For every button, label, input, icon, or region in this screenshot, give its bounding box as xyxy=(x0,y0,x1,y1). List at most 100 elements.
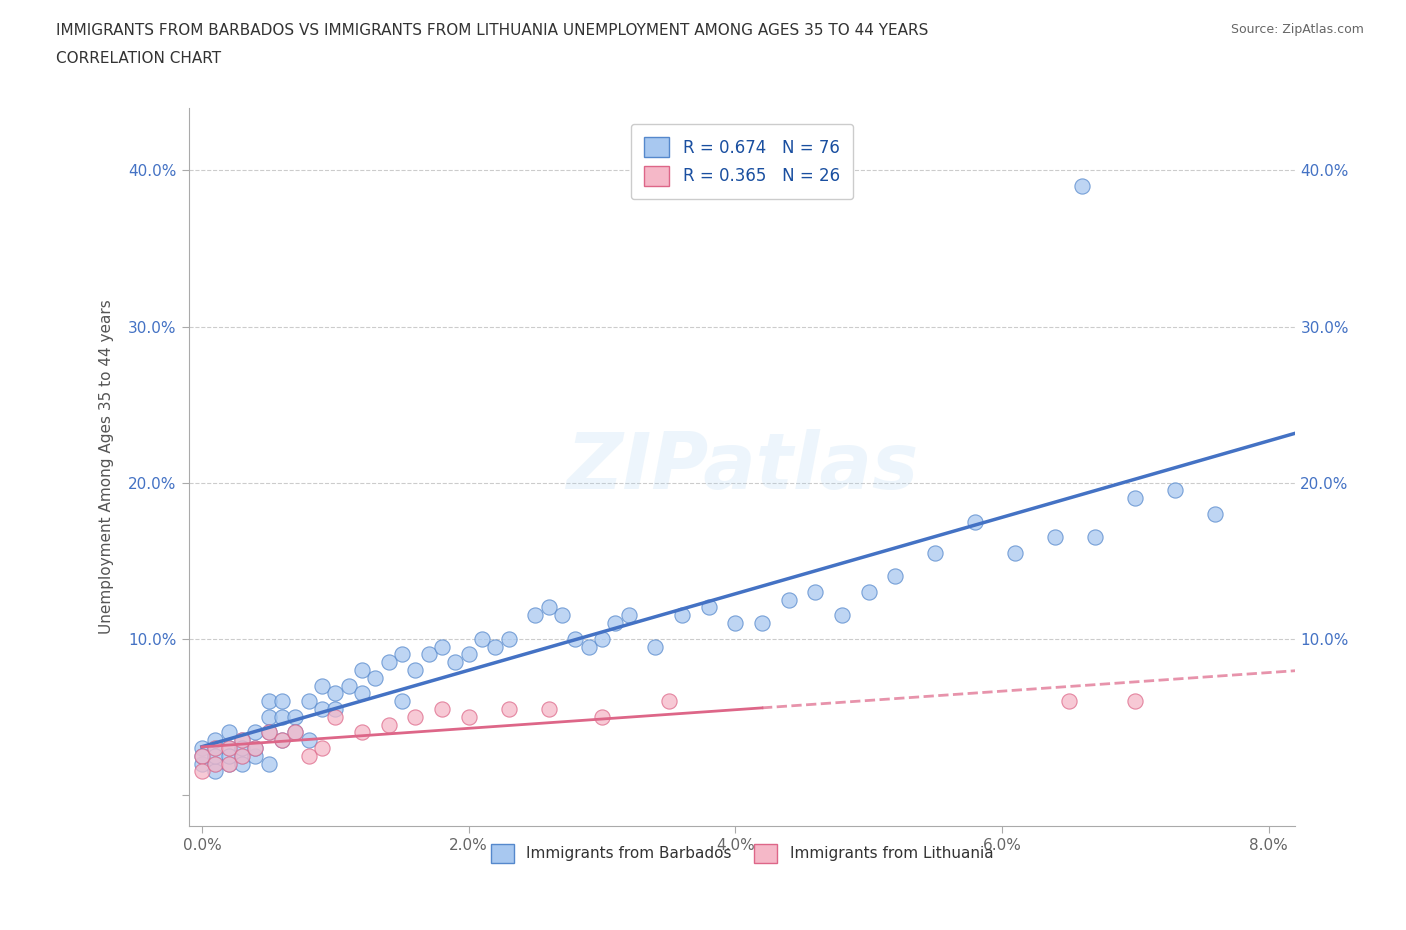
Point xyxy=(257,756,280,771)
Point xyxy=(245,749,267,764)
Point xyxy=(377,717,399,732)
Point xyxy=(297,694,319,709)
Point xyxy=(1125,491,1147,506)
Point xyxy=(204,740,226,755)
Point xyxy=(564,631,586,646)
Point xyxy=(191,764,214,778)
Point xyxy=(218,756,240,771)
Point xyxy=(831,608,853,623)
Point xyxy=(418,647,440,662)
Point xyxy=(1084,530,1107,545)
Point xyxy=(204,756,226,771)
Point xyxy=(1057,694,1080,709)
Point xyxy=(231,733,253,748)
Point xyxy=(1071,179,1094,193)
Point xyxy=(191,749,214,764)
Point xyxy=(391,694,413,709)
Point xyxy=(364,671,387,685)
Point xyxy=(471,631,494,646)
Point xyxy=(297,733,319,748)
Point xyxy=(671,608,693,623)
Point xyxy=(297,749,319,764)
Text: IMMIGRANTS FROM BARBADOS VS IMMIGRANTS FROM LITHUANIA UNEMPLOYMENT AMONG AGES 35: IMMIGRANTS FROM BARBADOS VS IMMIGRANTS F… xyxy=(56,23,928,38)
Point xyxy=(1125,694,1147,709)
Point xyxy=(591,631,613,646)
Point xyxy=(204,733,226,748)
Point xyxy=(350,724,373,739)
Point xyxy=(804,584,827,599)
Point xyxy=(311,740,333,755)
Point xyxy=(218,749,240,764)
Point xyxy=(457,710,479,724)
Point xyxy=(965,514,987,529)
Point xyxy=(257,710,280,724)
Text: Source: ZipAtlas.com: Source: ZipAtlas.com xyxy=(1230,23,1364,36)
Point xyxy=(231,749,253,764)
Point xyxy=(377,655,399,670)
Point xyxy=(257,724,280,739)
Point xyxy=(311,678,333,693)
Point xyxy=(591,710,613,724)
Point xyxy=(578,639,600,654)
Point xyxy=(284,710,307,724)
Point xyxy=(284,724,307,739)
Point xyxy=(311,701,333,716)
Point xyxy=(751,616,773,631)
Point xyxy=(323,710,346,724)
Point xyxy=(218,740,240,755)
Point xyxy=(218,756,240,771)
Point xyxy=(271,733,294,748)
Point xyxy=(551,608,574,623)
Point xyxy=(271,710,294,724)
Point xyxy=(404,662,426,677)
Point xyxy=(257,694,280,709)
Point xyxy=(697,600,720,615)
Point xyxy=(524,608,547,623)
Point xyxy=(245,740,267,755)
Text: ZIPatlas: ZIPatlas xyxy=(565,429,918,505)
Point xyxy=(778,592,800,607)
Point xyxy=(537,600,560,615)
Point xyxy=(245,724,267,739)
Point xyxy=(204,740,226,755)
Point xyxy=(884,569,907,584)
Point xyxy=(430,701,453,716)
Point xyxy=(218,724,240,739)
Point xyxy=(1004,545,1026,560)
Point xyxy=(498,701,520,716)
Point xyxy=(644,639,666,654)
Point xyxy=(924,545,946,560)
Point xyxy=(457,647,479,662)
Point xyxy=(257,724,280,739)
Text: CORRELATION CHART: CORRELATION CHART xyxy=(56,51,221,66)
Point xyxy=(271,694,294,709)
Point xyxy=(323,701,346,716)
Point xyxy=(231,756,253,771)
Point xyxy=(231,749,253,764)
Point xyxy=(231,740,253,755)
Point xyxy=(430,639,453,654)
Point xyxy=(658,694,681,709)
Point xyxy=(191,740,214,755)
Point xyxy=(271,733,294,748)
Point xyxy=(724,616,747,631)
Legend: Immigrants from Barbados, Immigrants from Lithuania: Immigrants from Barbados, Immigrants fro… xyxy=(485,838,1000,869)
Point xyxy=(617,608,640,623)
Point xyxy=(191,749,214,764)
Point xyxy=(444,655,467,670)
Point xyxy=(350,662,373,677)
Point xyxy=(191,756,214,771)
Point xyxy=(323,686,346,701)
Y-axis label: Unemployment Among Ages 35 to 44 years: Unemployment Among Ages 35 to 44 years xyxy=(100,299,114,634)
Point xyxy=(245,740,267,755)
Point xyxy=(1164,483,1187,498)
Point xyxy=(350,686,373,701)
Point xyxy=(1204,507,1226,522)
Point xyxy=(218,740,240,755)
Point xyxy=(858,584,880,599)
Point xyxy=(204,749,226,764)
Point xyxy=(484,639,506,654)
Point xyxy=(404,710,426,724)
Point xyxy=(337,678,360,693)
Point xyxy=(204,756,226,771)
